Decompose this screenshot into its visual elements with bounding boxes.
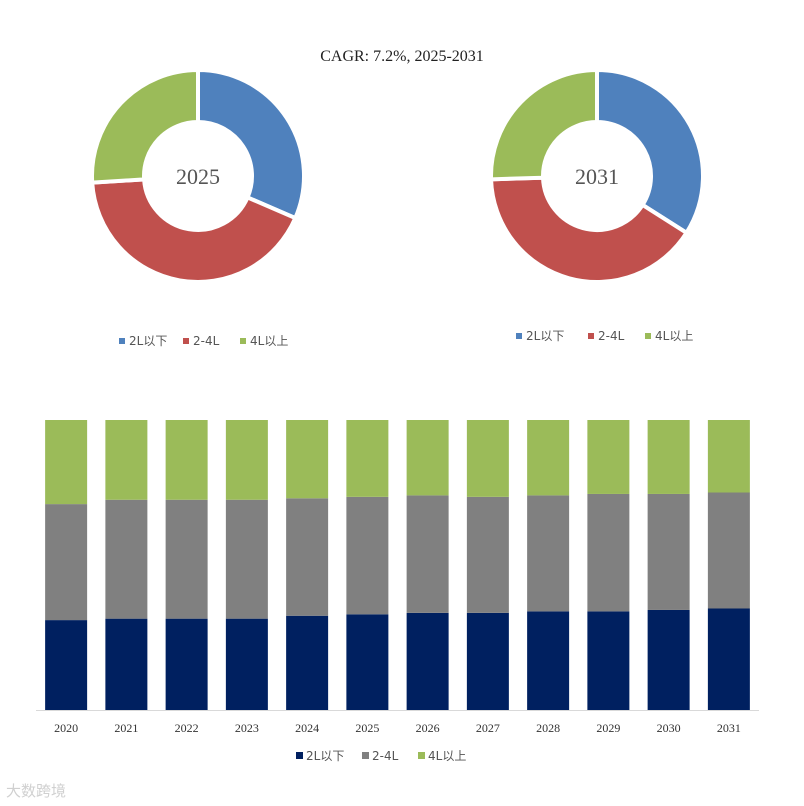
bar-segment-1	[406, 612, 449, 710]
donut-center-label: 2025	[176, 164, 220, 189]
donut-slice-1	[196, 67, 306, 221]
bar-segment-1	[225, 618, 268, 710]
legend-label: 2L以下	[306, 749, 344, 763]
bar-segment-1	[346, 614, 389, 710]
x-tick-label: 2027	[476, 721, 500, 735]
bar-segment-2	[466, 496, 509, 613]
watermark-logo: 大数跨境	[6, 782, 67, 800]
donut-chart-2025: 2025	[90, 67, 306, 284]
x-tick-label: 2026	[416, 721, 440, 735]
x-tick-label: 2030	[657, 721, 681, 735]
legend-label: 4L以上	[655, 329, 693, 343]
donut-slice-1	[595, 67, 705, 236]
bar-segment-3	[406, 420, 449, 496]
bar-segment-1	[466, 612, 509, 710]
legend-swatch-3	[645, 333, 651, 339]
donut-slice-3	[90, 67, 200, 185]
bar-segment-2	[225, 499, 268, 619]
donut-chart-2031: 2031	[488, 67, 705, 284]
legend-swatch-2	[362, 752, 369, 759]
x-tick-label: 2029	[596, 721, 620, 735]
x-tick-label: 2028	[536, 721, 560, 735]
bar-segment-2	[406, 495, 449, 613]
donut-slice-2	[90, 177, 298, 284]
bar-segment-2	[165, 499, 208, 619]
legend-label: 2-4L	[193, 334, 220, 348]
bar-legend: 2L以下 2-4L 4L以上	[296, 749, 466, 763]
bar-segment-2	[587, 493, 630, 612]
bar-segment-3	[165, 420, 208, 500]
stacked-bar-chart: 2020 2021 2022 2023 2024 2025 2026 2027 2028 2029…	[36, 420, 759, 735]
x-tick-label: 2024	[295, 721, 319, 735]
donut-legend-2031: 2L以下 2-4L 4L以上	[516, 329, 693, 343]
donut-slice-2	[488, 175, 690, 284]
bar-segment-2	[346, 496, 389, 615]
x-tick-label: 2020	[54, 721, 78, 735]
legend-swatch-1	[516, 333, 522, 339]
legend-label: 2-4L	[372, 749, 399, 763]
bar-segment-1	[45, 620, 88, 710]
legend-swatch-2	[588, 333, 594, 339]
legend-swatch-3	[240, 338, 246, 344]
chart-title: CAGR: 7.2%, 2025-2031	[320, 48, 484, 65]
bar-segment-3	[225, 420, 268, 500]
legend-swatch-1	[119, 338, 125, 344]
bar-segment-1	[286, 615, 329, 710]
x-tick-label: 2031	[717, 721, 741, 735]
bar-segment-1	[527, 611, 570, 710]
donut-center-label: 2031	[575, 164, 619, 189]
bar-segment-3	[587, 420, 630, 494]
bar-segment-3	[466, 420, 509, 497]
x-tick-label: 2025	[355, 721, 379, 735]
bar-segment-3	[105, 420, 148, 500]
bar-segment-2	[527, 495, 570, 612]
legend-swatch-3	[418, 752, 425, 759]
x-tick-label: 2021	[114, 721, 138, 735]
legend-label: 4L以上	[250, 334, 288, 348]
donut-legend-2025: 2L以下 2-4L 4L以上	[119, 334, 288, 348]
bar-segment-2	[105, 499, 148, 619]
donut-slice-3	[489, 67, 599, 182]
bar-segment-1	[707, 608, 750, 710]
legend-label: 2-4L	[598, 329, 625, 343]
bar-segment-2	[647, 493, 690, 610]
bar-segment-1	[587, 611, 630, 710]
bar-segment-2	[286, 498, 329, 616]
x-tick-label: 2022	[175, 721, 199, 735]
legend-label: 2L以下	[526, 329, 564, 343]
bar-segment-3	[707, 420, 750, 493]
bar-segment-2	[45, 504, 88, 621]
bar-segment-3	[647, 420, 690, 494]
bar-segment-3	[346, 420, 389, 497]
legend-swatch-1	[296, 752, 303, 759]
x-tick-label: 2023	[235, 721, 259, 735]
bar-segment-1	[647, 609, 690, 710]
bar-segment-3	[527, 420, 570, 496]
bar-segment-3	[45, 420, 88, 505]
legend-swatch-2	[183, 338, 189, 344]
legend-label: 2L以下	[129, 334, 167, 348]
bar-segment-1	[165, 618, 208, 710]
bar-segment-2	[707, 492, 750, 609]
bar-segment-1	[105, 618, 148, 710]
bar-segment-3	[286, 420, 329, 499]
legend-label: 4L以上	[428, 749, 466, 763]
